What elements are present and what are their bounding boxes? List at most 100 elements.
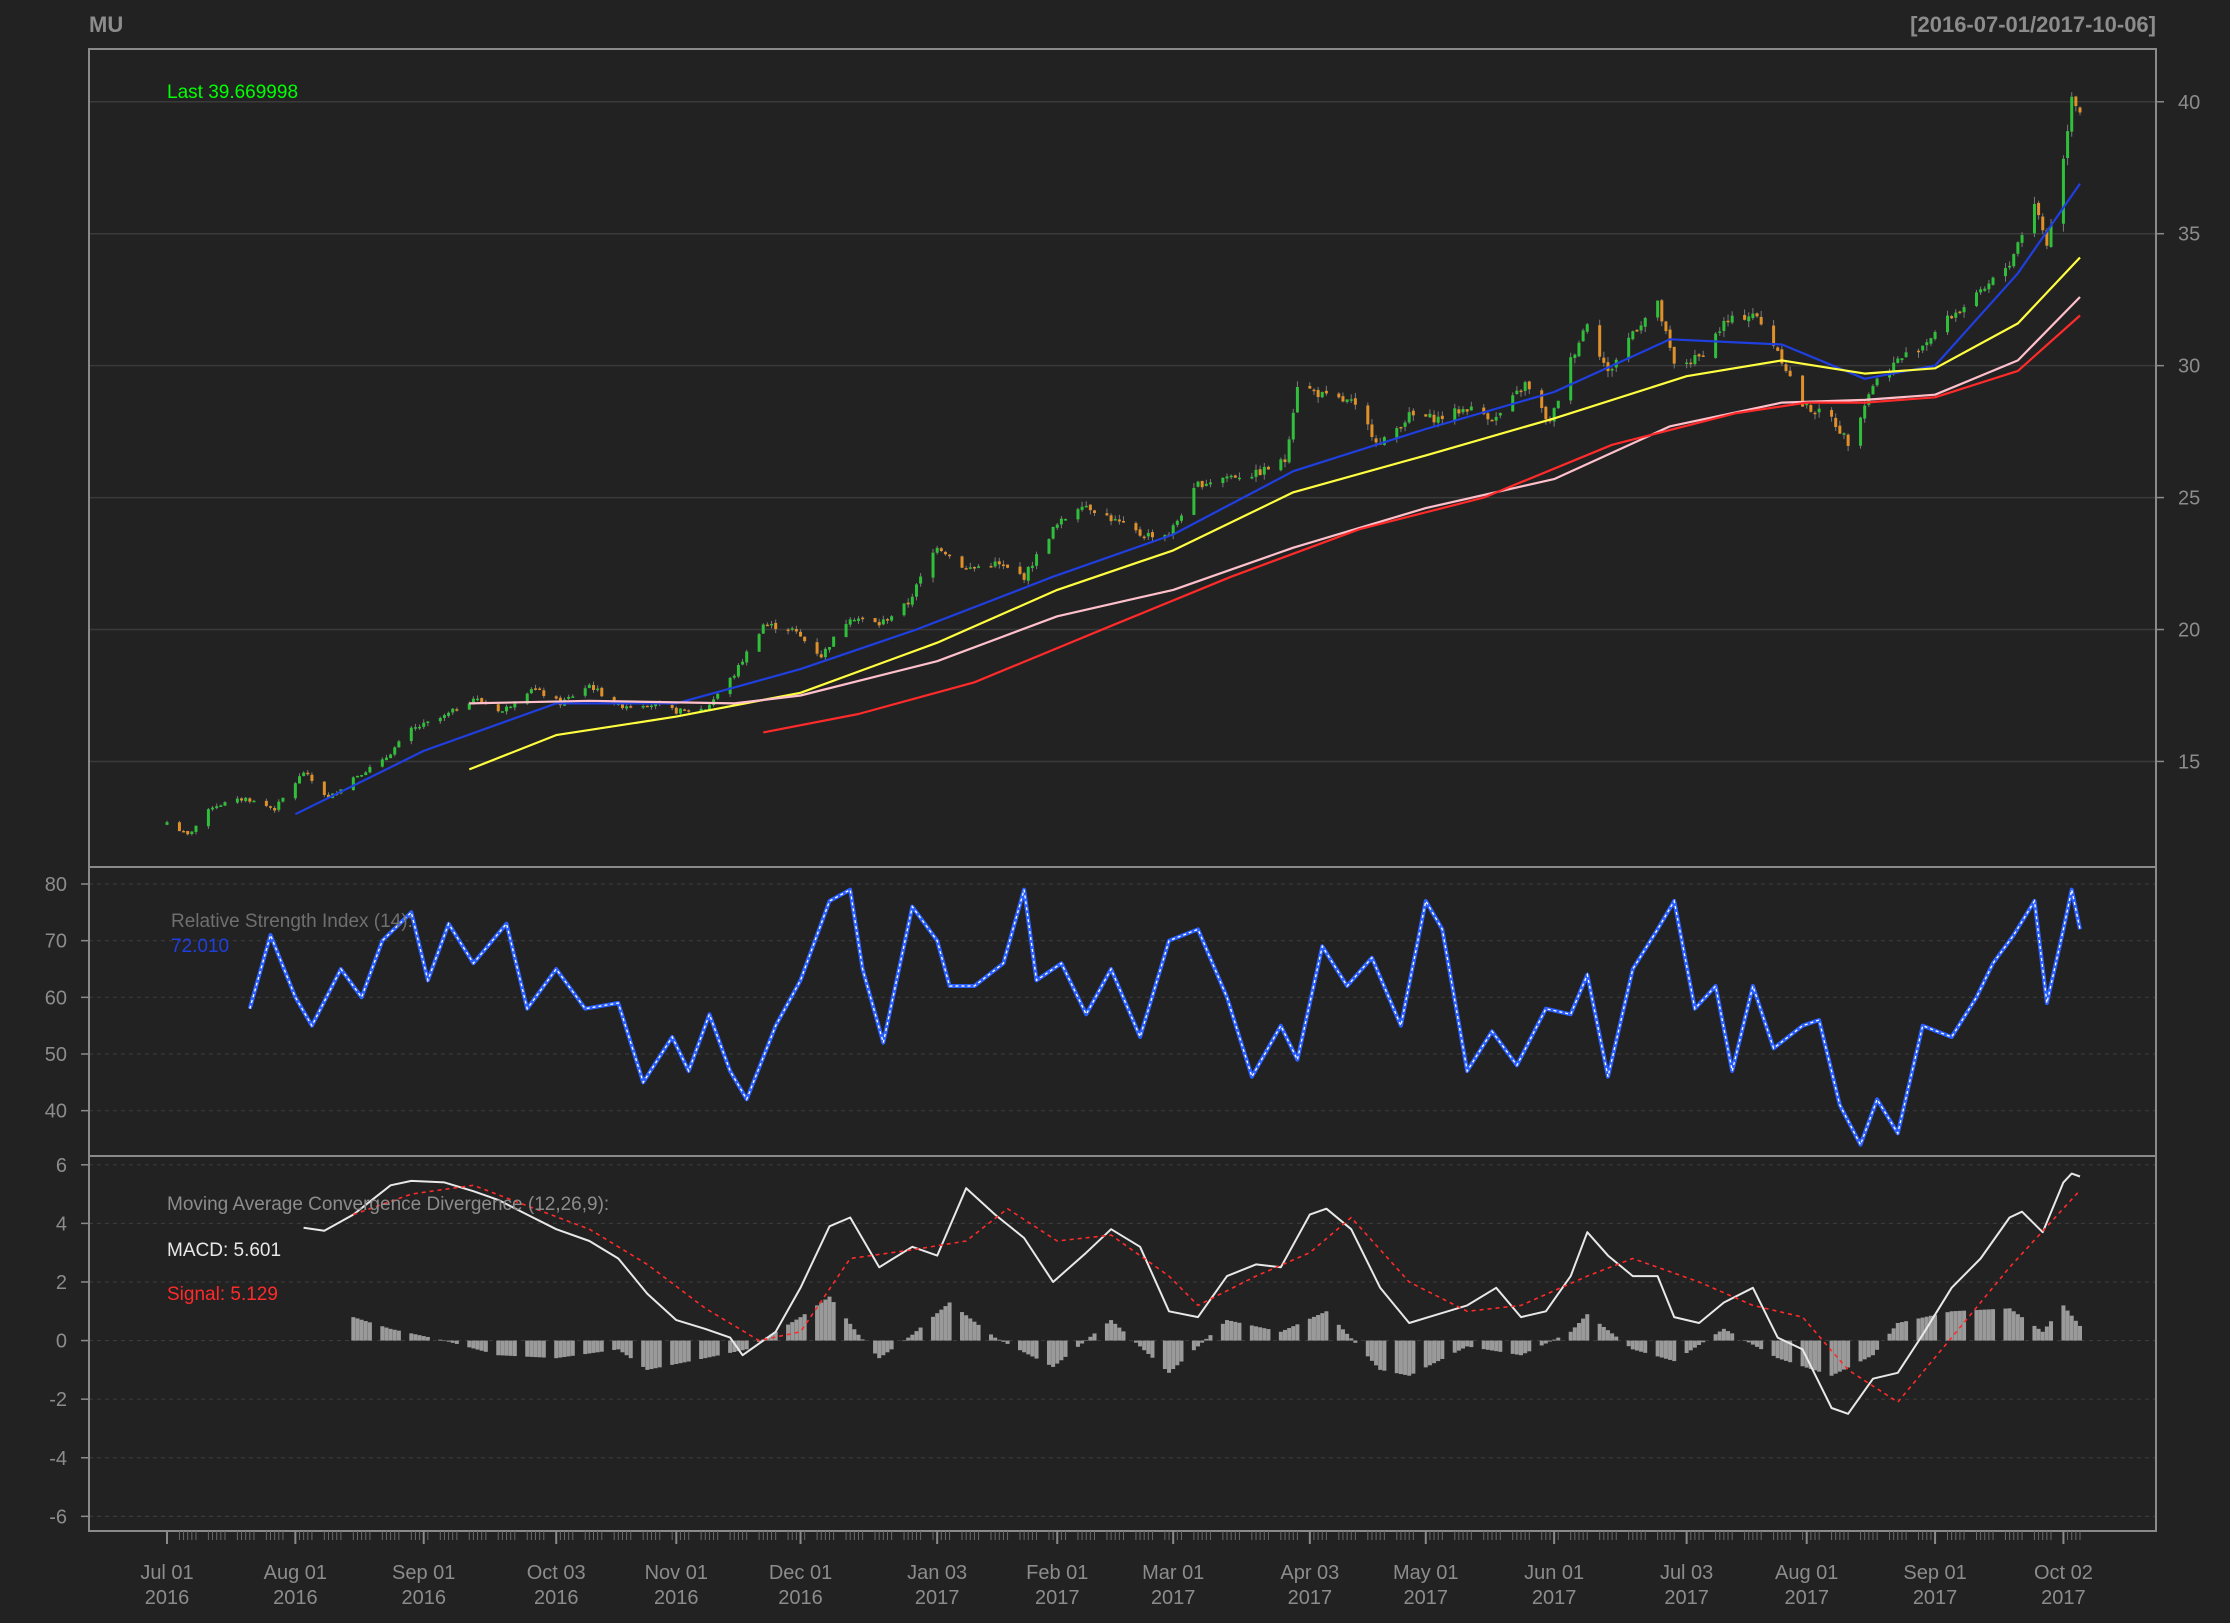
candle-up [293,783,297,799]
candle-up [1556,400,1560,409]
candle-up [1718,331,1722,333]
candle-up [1610,368,1614,371]
candle-up [384,757,388,761]
rsi-y-tick-label: 50 [45,1044,67,1066]
candle-down [1117,519,1121,522]
candle-up [355,775,359,778]
histogram-bar [1191,1340,1196,1351]
x-tick-label-year: 2017 [1404,1587,1449,1609]
histogram-bar [1266,1329,1271,1341]
candle-up [211,807,215,810]
candle-up [2008,265,2012,268]
candle-up [1345,399,1349,402]
histogram-bar [1585,1314,1590,1341]
axes: 15 20 25 30 35 40 40 50 60 70 80 -6 -4 -2 0 2 4 6 Jul 01 20… [45,92,2201,1609]
histogram-bar [591,1340,596,1353]
candle-down [496,704,500,712]
candle-up [1403,422,1407,427]
histogram-bar [599,1340,604,1352]
candle-up [1498,412,1502,416]
candle-up [1945,315,1949,333]
macd-y-tick-label: 4 [56,1213,67,1235]
candle-down [1846,434,1850,446]
candle-up [728,677,732,694]
histogram-bar [620,1340,625,1353]
histogram-bar [1779,1340,1784,1360]
candle-up [2012,254,2016,267]
histogram-bar [1875,1340,1880,1350]
x-tick-label-month: Sep 01 [1903,1562,1966,1584]
candle-up [761,624,765,634]
histogram-bar [1340,1329,1345,1341]
x-tick-label-year: 2017 [1913,1587,1958,1609]
histogram-bar [1162,1340,1167,1370]
x-tick-label-month: Oct 03 [527,1562,586,1584]
candle-up [1262,466,1266,475]
histogram-bar [773,1332,778,1341]
candle-down [674,707,678,714]
candle-up [828,647,832,650]
candle-up [1925,342,1929,346]
candle-up [1175,520,1179,525]
candle-up [413,727,417,729]
histogram-bar [678,1340,683,1364]
histogram-bar [914,1331,919,1341]
candle-up [1747,316,1751,322]
histogram-bar [1953,1311,1958,1341]
histogram-bar [541,1340,546,1358]
rsi-line-dash [249,888,2081,1147]
macd-plot [303,1172,2082,1415]
candle-up [447,712,451,716]
candle-up [914,584,918,597]
candle-up [2049,225,2053,247]
candle-up [418,726,422,729]
histogram-bar [1026,1340,1031,1355]
candle-down [799,631,803,637]
histogram-bar [848,1323,853,1341]
candle-down [645,705,649,708]
histogram-bar [1581,1318,1586,1341]
histogram-bar [960,1312,965,1341]
candle-down [269,806,273,808]
candle-up [1552,408,1556,422]
candle-up [1291,412,1295,440]
histogram-bar [935,1313,940,1341]
histogram-bar [852,1329,857,1341]
rsi-y-tick-label: 70 [45,931,67,953]
candle-up [1643,317,1647,327]
histogram-bar [471,1340,476,1349]
histogram-bar [1634,1340,1639,1351]
candle-up [2003,268,2007,277]
histogram-bar [1465,1340,1470,1347]
histogram-bar [438,1339,443,1341]
macd-value: MACD: 5.601 [167,1240,281,1261]
histogram-bar [1113,1323,1118,1341]
histogram-bar [1200,1340,1205,1343]
candle-up [902,603,906,616]
x-tick-label-year: 2017 [2041,1587,2086,1609]
candle-down [1701,355,1705,357]
price-y-tick-label: 40 [2178,92,2200,114]
candle-up [1656,300,1660,318]
histogram-bar [1204,1338,1209,1341]
x-tick-label-month: Oct 02 [2034,1562,2093,1584]
x-axis: Jul 01 2016 Aug 01 2016 Sep 01 2016 Oct 03 2016… [140,1531,2093,1609]
histogram-bar [454,1340,459,1344]
candle-down [1689,362,1693,365]
candle-up [1805,403,1809,406]
histogram-bar [1663,1340,1668,1359]
candle-down [629,706,633,708]
histogram-bar [479,1340,484,1351]
rsi-y-tick-label: 40 [45,1101,67,1123]
histogram-bar [1697,1340,1702,1345]
candle-down [1834,417,1838,428]
x-tick-label-year: 2016 [778,1587,823,1609]
price-y-tick-label: 25 [2178,488,2200,510]
histogram-bar [1610,1333,1615,1341]
candle-down [182,830,186,833]
candle-down [687,710,691,712]
candle-down [310,774,314,781]
candle-up [1962,307,1966,313]
candle-up [1639,325,1643,331]
